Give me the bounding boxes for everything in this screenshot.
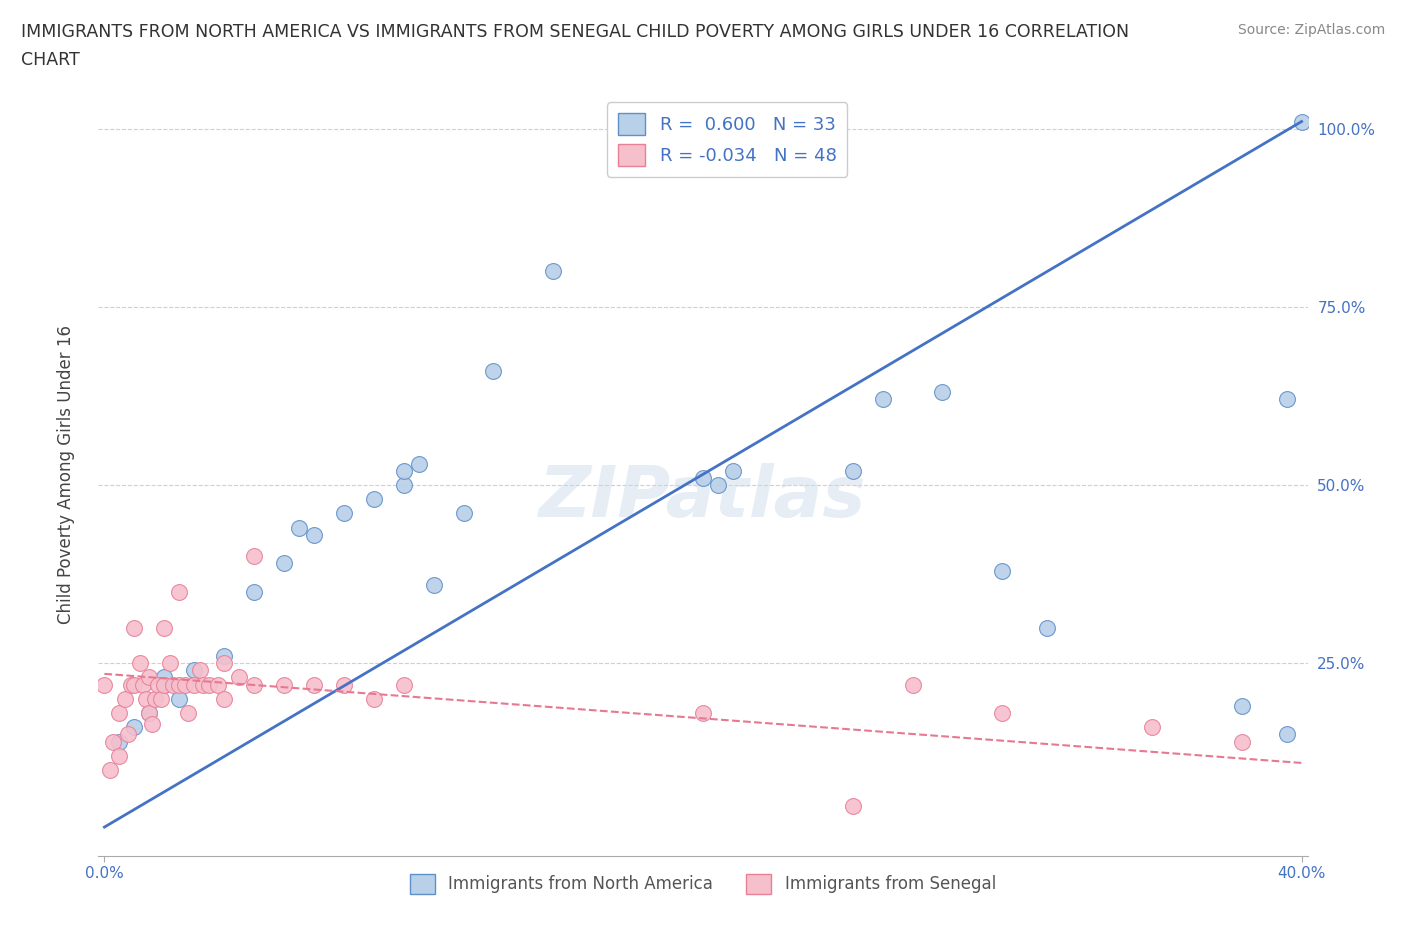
Point (692, 706, 714, 721)
Point (363, 691, 385, 706)
Point (721, 463, 744, 478)
Point (707, 477, 730, 492)
Point (138, 706, 160, 721)
Point (991, 563, 1014, 578)
Point (153, 677, 176, 692)
Point (422, 578, 444, 592)
Point (153, 670, 176, 684)
Point (124, 620, 146, 635)
Point (228, 670, 250, 684)
Point (103, 734, 125, 749)
Point (333, 677, 356, 692)
Point (1291, 114, 1313, 129)
Point (174, 677, 197, 692)
Point (1140, 720, 1163, 735)
Point (1275, 392, 1298, 407)
Point (872, 392, 894, 407)
Point (183, 663, 205, 678)
Point (212, 656, 235, 671)
Point (841, 798, 863, 813)
Point (132, 677, 155, 692)
Point (120, 677, 142, 692)
Point (901, 677, 924, 692)
Point (333, 506, 356, 521)
Point (124, 720, 146, 735)
Point (129, 656, 152, 671)
Point (193, 677, 215, 692)
Point (138, 670, 160, 684)
Point (141, 716, 163, 731)
Point (135, 691, 157, 706)
Point (482, 364, 505, 379)
Text: Source: ZipAtlas.com: Source: ZipAtlas.com (1237, 23, 1385, 37)
Point (117, 727, 139, 742)
Point (162, 677, 184, 692)
Point (188, 663, 211, 678)
Point (692, 471, 714, 485)
Point (93, 677, 115, 692)
Point (108, 706, 131, 721)
Point (153, 620, 176, 635)
Point (1230, 698, 1253, 713)
Point (207, 677, 229, 692)
Point (167, 677, 190, 692)
Point (288, 520, 311, 535)
Point (177, 706, 200, 721)
Point (243, 549, 266, 564)
Point (100, 763, 122, 777)
Point (153, 677, 176, 692)
Point (114, 691, 136, 706)
Point (392, 677, 415, 692)
Point (363, 492, 385, 507)
Point (198, 677, 221, 692)
Point (931, 385, 953, 400)
Point (108, 749, 131, 764)
Point (143, 691, 166, 706)
Point (543, 264, 565, 279)
Text: ZIPatlas: ZIPatlas (540, 463, 866, 532)
Point (991, 706, 1014, 721)
Point (167, 584, 190, 599)
Point (273, 677, 295, 692)
Point (212, 691, 235, 706)
Point (408, 457, 430, 472)
Text: IMMIGRANTS FROM NORTH AMERICA VS IMMIGRANTS FROM SENEGAL CHILD POVERTY AMONG GIR: IMMIGRANTS FROM NORTH AMERICA VS IMMIGRA… (21, 23, 1129, 41)
Text: CHART: CHART (21, 51, 80, 69)
Point (243, 584, 266, 599)
Point (183, 677, 205, 692)
Point (150, 691, 173, 706)
Point (124, 677, 146, 692)
Point (167, 691, 190, 706)
Point (302, 527, 325, 542)
Point (108, 734, 131, 749)
Point (392, 463, 415, 478)
Point (1275, 727, 1298, 742)
Point (138, 706, 160, 721)
Point (1230, 734, 1253, 749)
Point (212, 648, 235, 663)
Point (841, 463, 863, 478)
Point (273, 556, 295, 571)
Point (159, 656, 181, 671)
Point (302, 677, 325, 692)
Y-axis label: Child Poverty Among Girls Under 16: Child Poverty Among Girls Under 16 (56, 325, 75, 624)
Point (392, 477, 415, 492)
Point (453, 506, 475, 521)
Legend: Immigrants from North America, Immigrants from Senegal: Immigrants from North America, Immigrant… (404, 867, 1002, 900)
Point (1036, 620, 1059, 635)
Point (243, 677, 266, 692)
Point (148, 677, 170, 692)
